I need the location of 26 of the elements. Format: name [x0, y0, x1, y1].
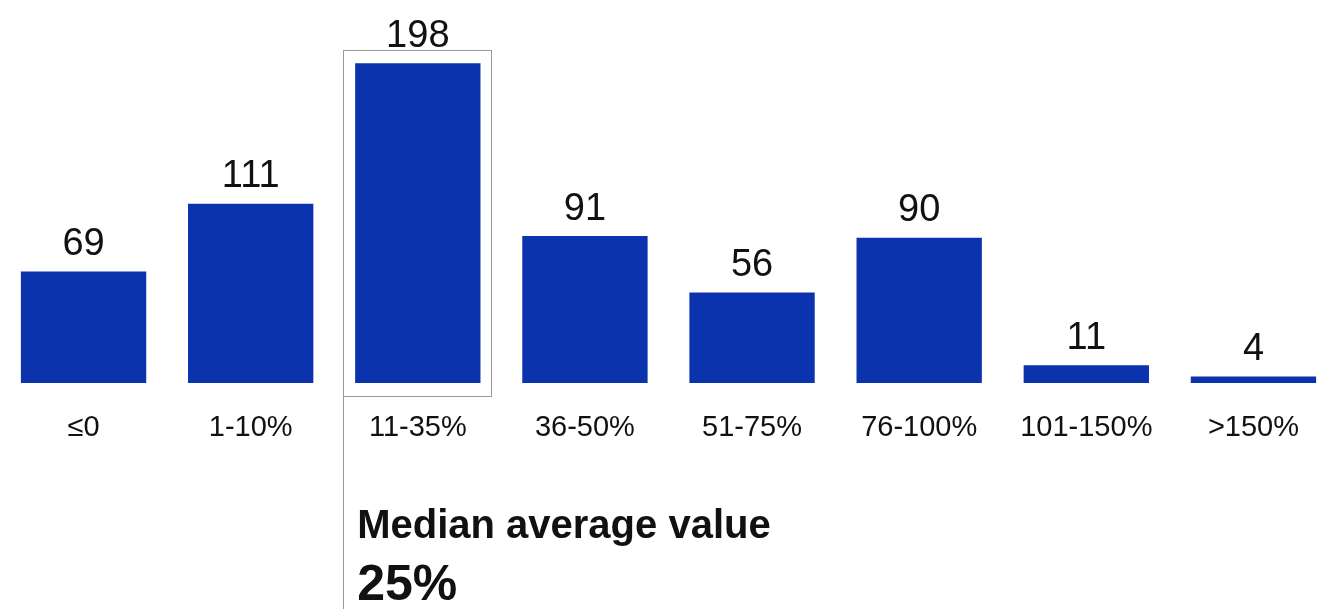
- bar: [856, 237, 982, 383]
- x-tick-label: 76-100%: [861, 410, 978, 443]
- data-label: 11: [1066, 314, 1107, 357]
- x-tick-label: 101-150%: [1020, 410, 1153, 443]
- data-label: 69: [62, 221, 105, 264]
- bar: [1190, 376, 1317, 383]
- bar: [188, 203, 314, 383]
- x-tick-label: 1-10%: [208, 410, 293, 443]
- data-label: 56: [730, 242, 774, 285]
- bar: [689, 292, 815, 383]
- x-tick-label: >150%: [1207, 410, 1299, 443]
- bar: [522, 236, 648, 383]
- text: 25%: [357, 555, 458, 609]
- data-label: 91: [563, 185, 607, 228]
- bar: [1023, 365, 1149, 383]
- text: Median average value: [357, 502, 771, 546]
- data-label: 4: [1242, 326, 1265, 369]
- bar: [20, 271, 147, 383]
- x-tick-label: ≤0: [67, 410, 100, 443]
- x-tick-label: 36-50%: [534, 410, 635, 443]
- bar: [355, 63, 481, 383]
- data-label: 198: [386, 12, 450, 55]
- data-label: 90: [898, 187, 941, 230]
- data-label: 111: [221, 153, 280, 196]
- x-tick-label: 11-35%: [368, 410, 467, 443]
- x-tick-label: 51-75%: [702, 410, 803, 443]
